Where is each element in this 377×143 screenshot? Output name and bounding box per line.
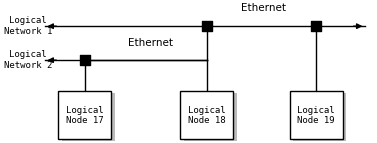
Text: Logical
Network 2: Logical Network 2 <box>4 50 52 70</box>
Bar <box>290 91 343 139</box>
Bar <box>58 91 111 139</box>
Text: Logical
Node 18: Logical Node 18 <box>188 106 225 125</box>
Bar <box>180 91 233 139</box>
Bar <box>62 93 115 141</box>
Bar <box>293 93 346 141</box>
Text: Ethernet: Ethernet <box>241 3 286 13</box>
Bar <box>184 93 237 141</box>
Text: Ethernet: Ethernet <box>128 38 173 48</box>
Point <box>204 25 210 27</box>
Text: Logical
Network 1: Logical Network 1 <box>4 16 52 36</box>
Point <box>313 25 319 27</box>
Point <box>82 59 88 61</box>
Text: Logical
Node 17: Logical Node 17 <box>66 106 103 125</box>
Text: Logical
Node 19: Logical Node 19 <box>297 106 335 125</box>
